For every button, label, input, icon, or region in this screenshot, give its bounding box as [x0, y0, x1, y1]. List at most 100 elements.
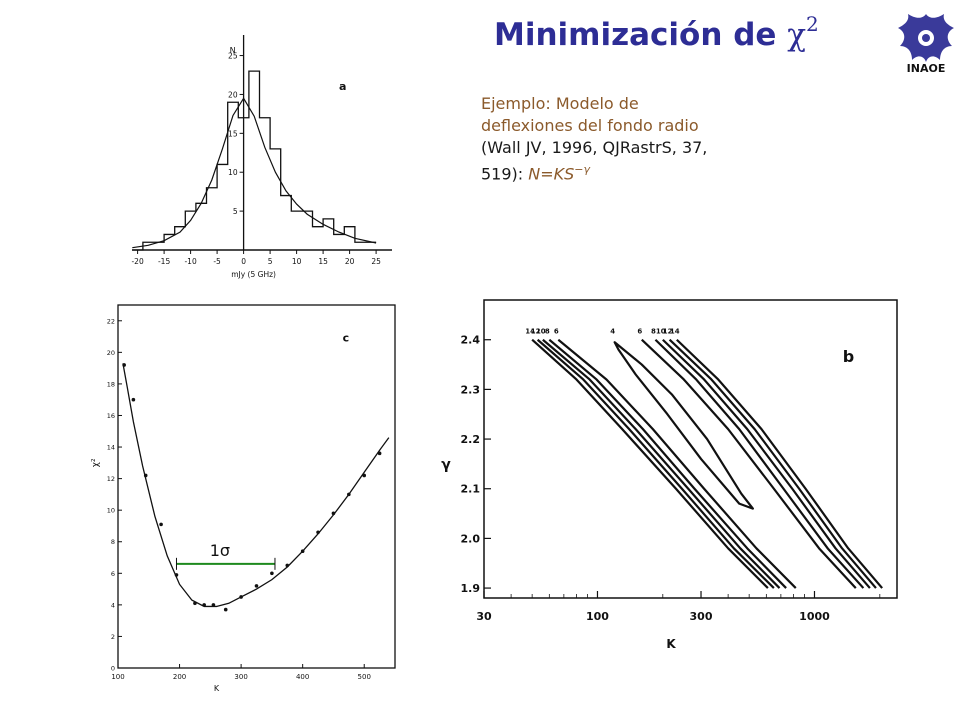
- contour-line: [613, 341, 754, 510]
- x-tick-label: 300: [690, 610, 713, 623]
- x-tick-label: 100: [586, 610, 609, 623]
- contour-label: 10: [656, 328, 666, 336]
- plot-frame: [483, 299, 898, 599]
- y-axis-label: χ²: [91, 458, 101, 467]
- x-tick-label: 1000: [799, 610, 830, 623]
- y-tick-label: 2.1: [461, 483, 481, 496]
- caption: Ejemplo: Modelo de deflexiones del fondo…: [481, 93, 771, 185]
- contour-line: [676, 338, 883, 589]
- x-tick-label: 15: [318, 257, 328, 266]
- y-tick-label: 0: [111, 665, 115, 673]
- y-tick-label: 10: [107, 507, 115, 515]
- x-axis-label: mJy (5 GHz): [231, 270, 276, 279]
- x-tick-label: 5: [268, 257, 273, 266]
- x-tick-label: 30: [476, 610, 492, 623]
- contour-label: 14: [525, 328, 535, 336]
- caption-formula-exponent: −γ: [574, 163, 591, 176]
- contour-label: 10: [536, 328, 546, 336]
- x-axis-label: K: [666, 637, 676, 651]
- x-tick-label: 300: [234, 673, 247, 681]
- data-point: [159, 522, 163, 527]
- data-point: [143, 473, 148, 478]
- data-point: [174, 573, 179, 577]
- caption-line-4-ref: 519):: [481, 164, 529, 184]
- y-tick-label: 15: [228, 129, 238, 138]
- data-point: [211, 603, 216, 607]
- caption-formula: N=KS: [528, 164, 575, 184]
- y-tick-label: 20: [107, 349, 115, 357]
- contour-label: 12: [531, 328, 541, 336]
- contour-line: [548, 338, 787, 589]
- caption-line-2: deflexiones del fondo radio: [481, 116, 699, 135]
- contour-line: [536, 338, 775, 589]
- y-tick-label: 25: [228, 52, 238, 61]
- x-tick-label: 100: [111, 673, 124, 681]
- y-tick-label: 16: [107, 412, 115, 420]
- data-point: [223, 607, 228, 612]
- x-tick-label: 25: [371, 257, 381, 266]
- data-point: [362, 473, 367, 478]
- histogram-steps: [132, 70, 377, 251]
- data-point: [377, 451, 382, 456]
- panel-label: b: [843, 347, 854, 366]
- contour-label: 14: [670, 328, 680, 336]
- data-point: [193, 601, 197, 606]
- x-tick-label: -10: [184, 257, 196, 266]
- title-exponent: 2: [806, 12, 819, 36]
- contour-label: 6: [637, 328, 642, 336]
- contour-line: [542, 338, 781, 589]
- x-axis-label: K: [214, 684, 220, 693]
- contour-line: [662, 338, 871, 589]
- contour-label: 4: [610, 328, 615, 336]
- y-tick-label: 1.9: [461, 582, 481, 595]
- inaoe-logo-icon: INAOE: [898, 14, 954, 75]
- y-tick-label: 14: [107, 444, 115, 452]
- contour-line: [668, 338, 877, 589]
- data-point: [331, 511, 336, 516]
- y-axis-label: N: [230, 46, 236, 55]
- contour-label: 12: [663, 328, 673, 336]
- data-point: [131, 397, 136, 402]
- x-tick-label: 0: [241, 257, 246, 266]
- slide-title: Minimización de χ2: [494, 12, 874, 53]
- y-tick-label: 12: [107, 475, 115, 483]
- fit-curve: [132, 97, 377, 249]
- chart-panel-c: 100 200 300 400 500 0 2 4 6 8 10 12 14 16 18 20 22 Kχ² c 1σ: [91, 304, 396, 693]
- y-tick-label: 10: [228, 168, 238, 177]
- chi2-curve: [122, 363, 390, 608]
- data-point: [347, 492, 351, 497]
- x-tick-label: 20: [345, 257, 355, 266]
- caption-line-3: (Wall JV, 1996, QJRastrS, 37,: [481, 138, 708, 157]
- data-point: [254, 584, 259, 588]
- y-tick-label: 20: [228, 90, 238, 99]
- y-tick-label: 2.3: [461, 383, 481, 396]
- panel-label: c: [343, 331, 350, 344]
- contour-line: [557, 338, 797, 589]
- y-tick-label: 22: [107, 317, 115, 325]
- logo-text: INAOE: [907, 62, 946, 75]
- y-tick-label: 6: [111, 570, 115, 578]
- title-chi-symbol: χ: [787, 17, 807, 53]
- x-tick-label: 10: [292, 257, 302, 266]
- y-tick-label: 2: [111, 633, 115, 641]
- y-tick-label: 5: [233, 207, 238, 216]
- data-point: [122, 363, 126, 367]
- x-tick-label: -15: [158, 257, 170, 266]
- contour-line: [531, 338, 769, 589]
- contour-line: [654, 338, 865, 589]
- y-axis-label: γ: [441, 457, 451, 473]
- caption-line-4: 519): N=KS−γ: [481, 159, 771, 185]
- contour-line: [641, 338, 857, 589]
- data-point: [316, 530, 320, 535]
- y-tick-label: 18: [107, 380, 115, 388]
- inaoe-logo: INAOE: [894, 10, 958, 76]
- plot-frame: [117, 304, 396, 669]
- y-tick-label: 8: [111, 538, 115, 546]
- data-point: [285, 563, 290, 568]
- contour-label: 8: [651, 328, 656, 336]
- y-tick-label: 2.0: [461, 532, 481, 545]
- logo-emblem: [898, 14, 954, 62]
